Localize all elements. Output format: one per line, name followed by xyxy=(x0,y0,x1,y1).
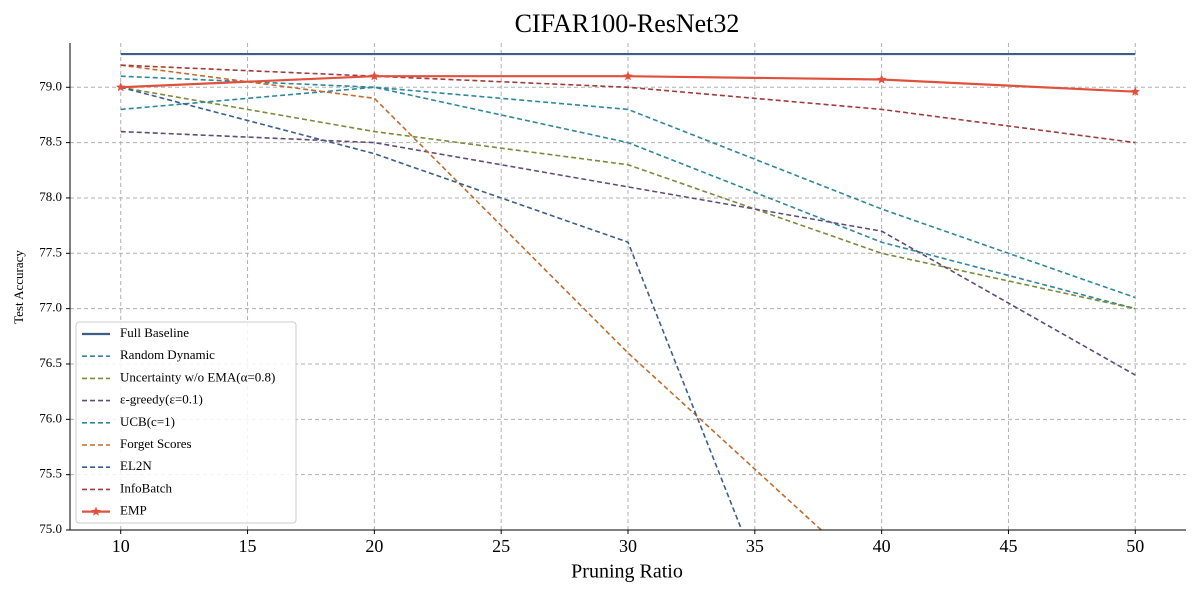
x-tick-label: 15 xyxy=(239,536,257,556)
point-marker xyxy=(876,74,887,84)
series-line xyxy=(120,75,1136,310)
y-tick-label: 78.0 xyxy=(39,189,62,204)
series-line xyxy=(120,130,1136,376)
series-line xyxy=(120,86,1136,310)
legend-label: Random Dynamic xyxy=(120,347,215,362)
y-axis-label: Test Accuracy xyxy=(11,250,26,324)
legend-label: ε-greedy(ε=0.1) xyxy=(120,392,203,407)
y-tick-label: 77.5 xyxy=(39,244,62,259)
legend-label: Forget Scores xyxy=(120,436,192,451)
x-tick-label: 30 xyxy=(619,536,637,556)
series-line xyxy=(120,64,823,530)
y-tick-label: 75.0 xyxy=(39,521,62,536)
x-tick-label: 35 xyxy=(746,536,764,556)
point-marker xyxy=(116,82,126,92)
x-tick-label: 25 xyxy=(492,536,510,556)
x-tick-label: 10 xyxy=(112,536,130,556)
series-line xyxy=(120,64,1136,144)
x-tick-label: 20 xyxy=(365,536,383,556)
series-line xyxy=(120,86,1136,299)
y-tick-label: 76.0 xyxy=(39,410,62,425)
legend-label: Uncertainty w/o EMA(α=0.8) xyxy=(120,369,275,384)
y-tick-label: 79.0 xyxy=(39,78,62,93)
point-marker xyxy=(1130,86,1140,96)
legend-label: Full Baseline xyxy=(120,325,189,340)
legend-label: InfoBatch xyxy=(120,480,172,495)
y-tick-label: 77.0 xyxy=(39,300,62,315)
x-tick-label: 40 xyxy=(873,536,891,556)
x-tick-label: 45 xyxy=(999,536,1017,556)
point-marker xyxy=(369,71,380,81)
x-axis-label: Pruning Ratio xyxy=(571,561,683,583)
point-marker xyxy=(623,71,633,81)
legend-label: UCB(c=1) xyxy=(120,414,175,429)
chart-title: CIFAR100-ResNet32 xyxy=(515,9,740,38)
y-tick-label: 75.5 xyxy=(39,466,62,481)
x-tick-label: 50 xyxy=(1126,536,1144,556)
y-tick-label: 78.5 xyxy=(39,134,62,149)
legend-box xyxy=(75,321,297,524)
series-line xyxy=(120,86,743,530)
y-tick-label: 76.5 xyxy=(39,355,62,370)
legend: Full Baseline Random Dynamic Uncertainty w… xyxy=(75,321,297,524)
plot-area xyxy=(116,52,1140,530)
legend-marker xyxy=(91,506,101,516)
legend-label: EL2N xyxy=(120,458,152,473)
legend-label: EMP xyxy=(120,503,147,518)
